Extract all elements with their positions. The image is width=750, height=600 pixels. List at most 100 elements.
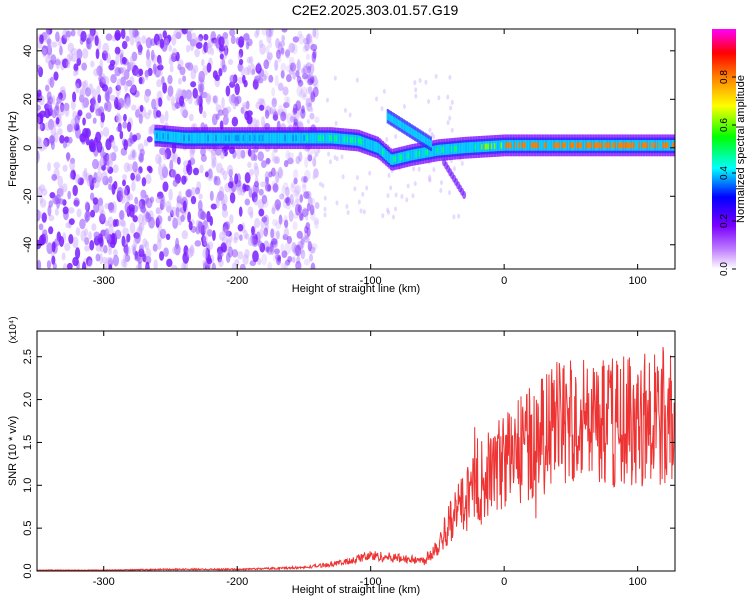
- spectrogram-ridge-cell: [287, 132, 290, 144]
- spectrogram-noise-cell: [167, 85, 174, 97]
- spectrogram-noise-cell: [177, 59, 184, 68]
- spectrogram-noise-cell: [95, 253, 101, 262]
- spectrogram-noise-cell: [72, 184, 78, 197]
- spectrogram-ridge-cell: [372, 140, 375, 152]
- spectrogram-ridge-cell: [240, 132, 243, 144]
- spectrogram-noise-cell: [301, 182, 307, 189]
- spectrogram-noise-cell: [296, 230, 303, 239]
- spectrogram-noise-cell: [95, 108, 103, 117]
- spectrogram-noise-cell: [141, 35, 147, 44]
- spectrogram-ridge-cell: [436, 147, 439, 154]
- spectrogram-noise-cell: [125, 195, 131, 203]
- spectrogram-noise-cell: [234, 96, 240, 107]
- spectrogram-ridge-cell: [586, 142, 589, 149]
- spectrogram-ridge-cell: [612, 142, 615, 149]
- spectrogram-noise-cell: [144, 88, 152, 97]
- spectrogram-noise-cell: [314, 151, 318, 157]
- spectrogram-noise-cell: [108, 248, 112, 256]
- spectrogram-noise-cell: [98, 213, 105, 225]
- spectrogram-noise-cell: [124, 92, 131, 105]
- spectrogram-ridge-cell: [268, 132, 271, 144]
- spectrogram-noise-cell: [448, 190, 452, 196]
- spectrogram-ridge-cell: [562, 142, 565, 149]
- spectrogram-ridge-cell: [457, 143, 460, 154]
- spectrogram-noise-cell: [155, 153, 162, 165]
- spectrogram-ridge-cell: [487, 143, 490, 150]
- spectrogram-noise-cell: [151, 98, 157, 110]
- spectrogram-noise-cell: [221, 208, 229, 218]
- spectrogram-noise-cell: [72, 256, 79, 267]
- spectrogram-noise-cell: [164, 147, 172, 160]
- spectrogram-ridge-cell: [473, 141, 476, 153]
- spectrogram-noise-cell: [214, 74, 220, 82]
- spectrogram-noise-cell: [46, 44, 53, 56]
- spectrogram-noise-cell: [155, 207, 161, 215]
- spectrogram-noise-cell: [56, 95, 62, 104]
- spectrogram-noise-cell: [159, 147, 166, 156]
- spectrogram-noise-cell: [283, 227, 290, 238]
- spectrogram-noise-cell: [229, 192, 236, 204]
- spectrogram-ridge-cell: [274, 132, 277, 144]
- spectrogram-noise-cell: [296, 58, 301, 71]
- spectrogram-noise-cell: [288, 56, 295, 66]
- spectrogram-noise-cell: [271, 99, 278, 108]
- spectrogram-ridge-cell: [602, 140, 605, 151]
- spectrogram-noise-cell: [66, 123, 73, 133]
- spectrogram-noise-cell: [39, 194, 44, 204]
- spectrogram-noise-cell: [285, 196, 291, 207]
- spectrogram-noise-cell: [55, 117, 60, 125]
- spectrogram-noise-cell: [126, 163, 133, 172]
- spectrogram-noise-cell: [104, 102, 108, 112]
- spectrogram-noise-cell: [205, 92, 212, 103]
- spectrogram-noise-cell: [158, 156, 162, 166]
- spectrogram-noise-cell: [141, 177, 147, 187]
- spectrogram-ridge-cell: [453, 145, 456, 152]
- spectrogram-noise-cell: [359, 208, 363, 214]
- spectrogram-noise-cell: [112, 254, 120, 267]
- spectrogram-noise-cell: [166, 93, 171, 101]
- spectrogram-noise-cell: [90, 144, 97, 153]
- spectrogram-ridge-cell: [615, 140, 618, 151]
- spectrogram-noise-cell: [207, 241, 214, 251]
- spectrogram-noise-cell: [386, 193, 390, 199]
- spectrogram-noise-cell: [192, 167, 199, 176]
- spectrogram-noise-cell: [115, 53, 120, 66]
- spectrogram-noise-cell: [457, 213, 461, 219]
- spectrogram-noise-cell: [280, 243, 285, 254]
- spectrogram-noise-cell: [186, 248, 194, 259]
- spectrogram-ridge-cell: [642, 142, 645, 149]
- spectrogram-noise-cell: [157, 164, 163, 176]
- spectrogram-ridge-cell: [417, 131, 420, 140]
- spectrogram-noise-cell: [289, 115, 295, 123]
- spectrogram-noise-cell: [335, 200, 339, 206]
- spectrogram-noise-cell: [108, 175, 113, 184]
- spectrogram-noise-cell: [62, 183, 68, 193]
- spectrogram-ridge-cell: [237, 135, 240, 141]
- spectrogram-noise-cell: [99, 245, 105, 253]
- spectrogram-ridge-cell: [650, 140, 653, 151]
- spectrogram-noise-cell: [81, 62, 88, 71]
- spectrogram-ridge-cell: [431, 145, 434, 157]
- spectrogram-noise-cell: [222, 115, 229, 126]
- spectrogram-ridge-cell: [429, 140, 432, 148]
- spectrogram-noise-cell: [225, 106, 232, 114]
- spectrogram-ridge-cell: [181, 132, 184, 144]
- spectrogram-ridge-cell: [229, 132, 232, 144]
- spectrogram-noise-cell: [217, 190, 225, 201]
- spectrogram-noise-cell: [90, 209, 96, 218]
- spectrogram-ridge-cell: [272, 132, 275, 144]
- spectrogram-noise-cell: [237, 53, 242, 61]
- spectrogram-noise-cell: [106, 153, 113, 165]
- spectrogram-ridge-cell: [383, 148, 386, 159]
- spectrogram-noise-cell: [312, 174, 316, 180]
- spectrogram-noise-cell: [59, 86, 66, 94]
- spectrogram-ridge-cell: [353, 134, 356, 146]
- spectrogram-noise-cell: [172, 152, 179, 163]
- spectrogram-noise-cell: [209, 216, 214, 226]
- spectrogram-noise-cell: [77, 109, 83, 117]
- spectrogram-noise-cell: [210, 203, 217, 210]
- spectrogram-ridge-cell: [502, 140, 505, 151]
- spectrogram-noise-cell: [163, 152, 168, 161]
- spectrogram-noise-cell: [199, 85, 203, 97]
- spectrogram-noise-cell: [380, 106, 384, 112]
